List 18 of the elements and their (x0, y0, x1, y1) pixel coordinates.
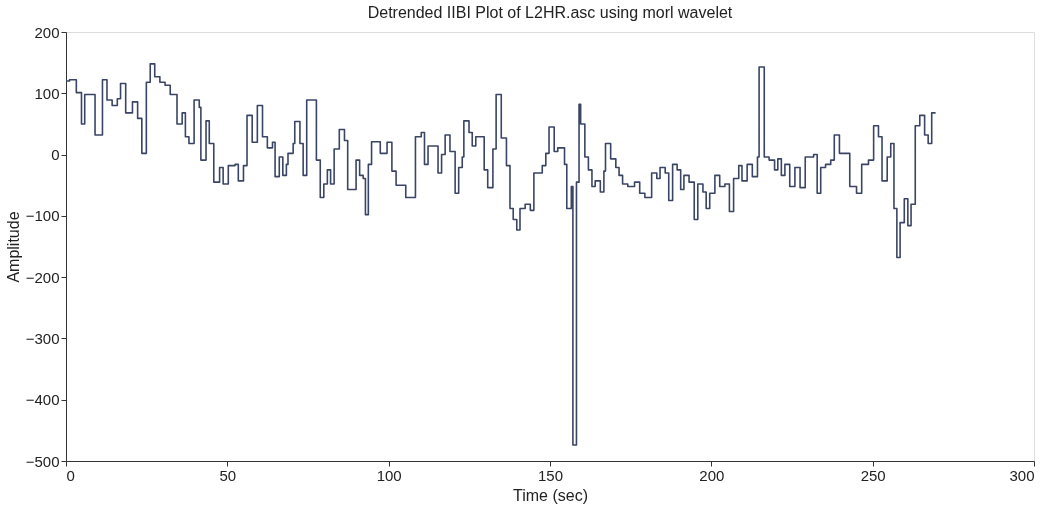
x-tick-label: 200 (699, 466, 725, 484)
x-tick-label: 0 (66, 466, 75, 484)
y-tick-label: −500 (25, 452, 60, 470)
x-tick-label: 50 (219, 466, 237, 484)
x-tick-label: 300 (1009, 466, 1035, 484)
y-tick-label: −400 (25, 391, 60, 409)
y-tick-label: −200 (25, 268, 60, 286)
x-axis-title: Time (sec) (513, 486, 588, 504)
y-tick-label: 100 (34, 84, 60, 102)
y-tick-label: 200 (34, 23, 60, 41)
x-tick-label: 100 (376, 466, 402, 484)
x-tick-label: 150 (537, 466, 564, 484)
y-tick-label: −300 (25, 329, 60, 347)
y-axis-title: Amplitude (4, 211, 22, 283)
chart-title: Detrended IIBI Plot of L2HR.asc using morl wavelet (367, 4, 733, 21)
y-tick-label: −100 (25, 207, 60, 225)
y-tick-label: 0 (51, 146, 60, 164)
x-tick-label: 250 (860, 466, 886, 484)
